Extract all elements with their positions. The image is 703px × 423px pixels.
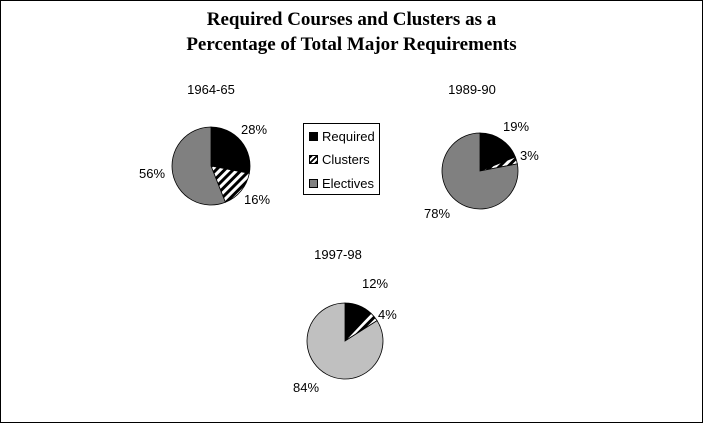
legend-item-required: Required (309, 128, 375, 144)
legend-label: Electives (322, 175, 375, 191)
legend-label: Required (322, 128, 375, 144)
slice-label-electives: 56% (139, 166, 165, 181)
legend-item-clusters: Clusters (309, 151, 370, 167)
pie-slice-required (479, 132, 516, 172)
chart-title-line-2: Percentage of Total Major Requirements (186, 34, 517, 55)
pie-title: 1989-90 (448, 82, 496, 97)
chart-title: Required Courses and Clusters as a Perce… (1, 7, 702, 57)
legend-swatch-required (309, 131, 318, 141)
pie-slice-required (210, 126, 251, 174)
chart-title-line-1: Required Courses and Clusters as a (206, 9, 497, 30)
slice-label-required: 28% (241, 122, 267, 137)
legend-label: Clusters (322, 151, 370, 167)
pie-title: 1964-65 (187, 82, 235, 97)
legend-swatch-electives (309, 178, 318, 188)
pie-chart-1997-98: 1997-98 12% 4% 84% (293, 247, 397, 395)
slice-label-required: 12% (362, 276, 388, 291)
slice-label-required: 19% (503, 119, 529, 134)
legend-item-electives: Electives (309, 175, 374, 191)
slice-label-electives: 78% (424, 206, 450, 221)
pie-chart-1989-90: 1989-90 19% 3% 78% (424, 82, 539, 221)
pie-slice-electives (441, 132, 519, 210)
slice-label-clusters: 4% (378, 307, 397, 322)
chart-legend: Required Clusters Electives (303, 123, 380, 195)
pie-chart-1964-65: 1964-65 28% 16% 56% (139, 82, 270, 207)
pie-slice-electives (306, 302, 384, 380)
pie-title: 1997-98 (314, 247, 362, 262)
slice-label-clusters: 16% (244, 192, 270, 207)
pie-slice-electives (171, 126, 226, 206)
slice-label-electives: 84% (293, 380, 319, 395)
slice-label-clusters: 3% (520, 148, 539, 163)
legend-swatch-clusters (309, 154, 318, 164)
